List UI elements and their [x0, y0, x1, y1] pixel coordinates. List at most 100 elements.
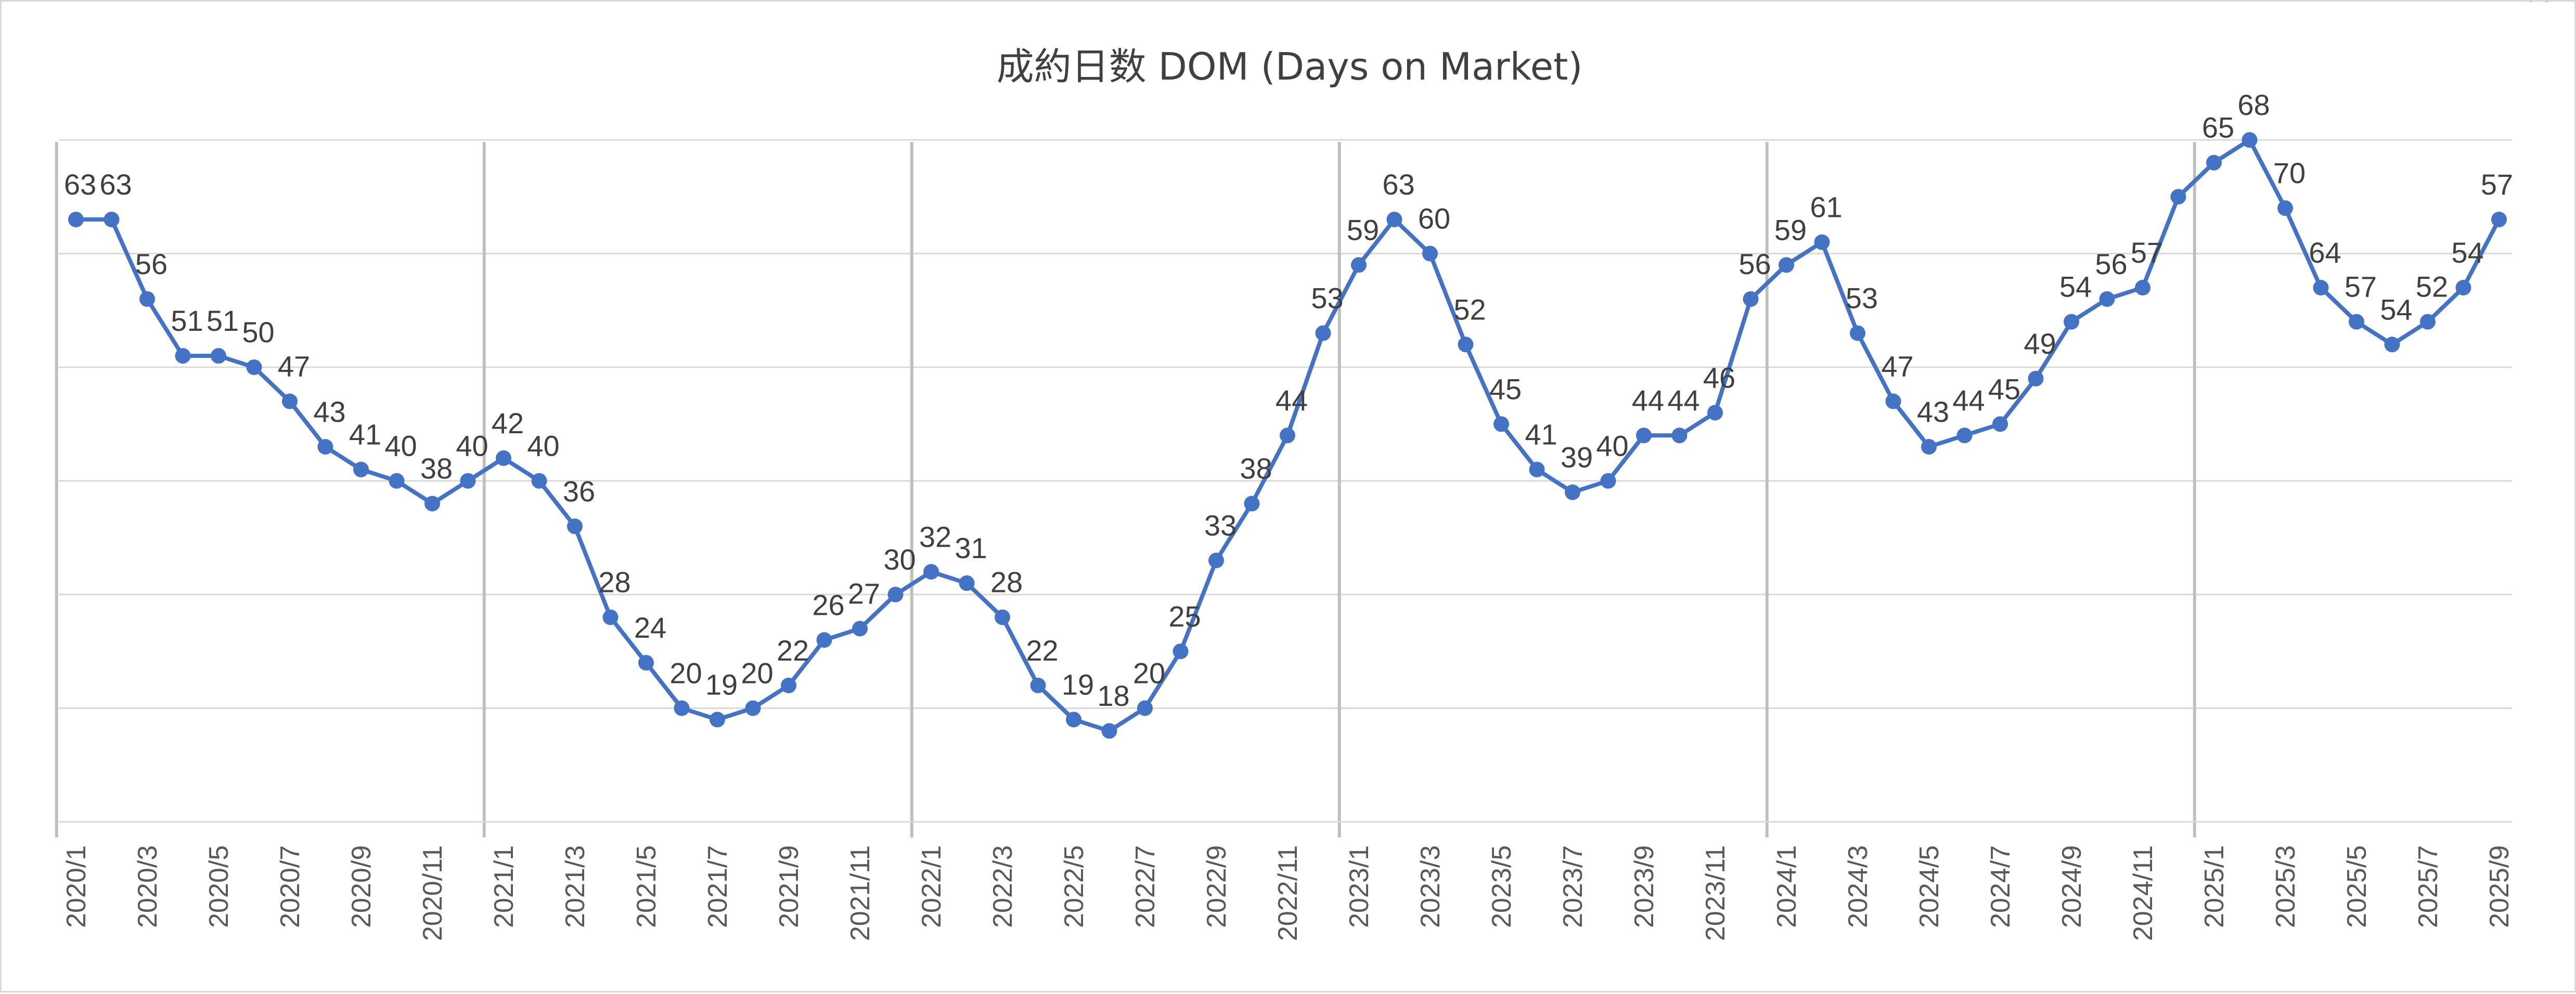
data-point [2491, 211, 2507, 227]
data-point [1137, 700, 1153, 716]
data-point [139, 291, 155, 307]
data-label: 27 [848, 577, 880, 610]
data-label: 63 [64, 168, 96, 201]
x-tick-label: 2022/3 [988, 845, 1018, 928]
data-point [1030, 677, 1046, 693]
data-point [710, 712, 725, 728]
data-point [674, 700, 690, 716]
data-label: 44 [1276, 384, 1308, 417]
data-label: 43 [1917, 395, 1949, 428]
data-point [602, 609, 619, 625]
data-label: 50 [242, 316, 274, 348]
data-label: 53 [1846, 281, 1878, 314]
x-tick-label: 2022/5 [1059, 845, 1089, 928]
data-point [2170, 189, 2186, 205]
x-tick-label: 2025/9 [2484, 845, 2515, 928]
data-label: 59 [1774, 213, 1807, 246]
data-label: 20 [741, 657, 773, 690]
data-label: 47 [1881, 350, 1913, 383]
data-point [1066, 712, 1081, 728]
data-point [1956, 428, 1973, 444]
data-label: 70 [2273, 157, 2305, 189]
x-tick-label: 2023/3 [1415, 845, 1446, 928]
data-point [1315, 325, 1331, 341]
data-label: 40 [527, 430, 559, 462]
data-point [781, 677, 796, 693]
data-label: 41 [1525, 418, 1557, 451]
data-point [2028, 370, 2044, 386]
data-point [2313, 280, 2329, 296]
data-point [1743, 291, 1759, 307]
x-tick-label: 2021/3 [560, 845, 590, 928]
x-tick-label: 2020/1 [61, 845, 92, 928]
data-point [1351, 257, 1367, 273]
data-label: 41 [349, 418, 381, 451]
data-point [175, 348, 191, 364]
data-point [816, 632, 832, 648]
data-point [2384, 337, 2400, 353]
data-label: 52 [2416, 270, 2448, 303]
data-point [852, 621, 868, 637]
data-label: 54 [2380, 293, 2412, 326]
data-point [959, 575, 975, 591]
data-label: 59 [1347, 213, 1379, 246]
x-tick-labels: 2020/1 2020/3 2020/5 2020/7 2020/9 2020/11 202… [61, 845, 2515, 941]
data-point [2099, 291, 2115, 307]
data-label: 22 [777, 634, 809, 667]
data-point [1921, 438, 1937, 455]
x-tick-label: 2024/11 [2128, 845, 2158, 941]
data-point [2242, 132, 2258, 148]
data-point [1208, 552, 1224, 569]
x-tick-label: 2025/1 [2199, 845, 2230, 928]
x-tick-label: 2024/3 [1843, 845, 1873, 928]
data-point [1280, 428, 1295, 444]
data-point [638, 655, 654, 671]
data-point [1244, 496, 1260, 512]
data-label: 42 [492, 407, 524, 440]
data-point [282, 393, 298, 409]
data-point [2420, 314, 2436, 330]
data-label: 45 [1489, 372, 1522, 405]
data-point [1565, 484, 1580, 500]
data-point [2064, 314, 2079, 330]
data-label: 57 [2481, 168, 2513, 201]
data-label: 44 [1952, 384, 1985, 417]
data-label: 28 [598, 566, 630, 599]
data-label: 39 [1561, 441, 1593, 473]
data-label: 26 [812, 588, 844, 621]
x-tick-label: 2022/11 [1273, 845, 1303, 941]
data-point [1173, 643, 1189, 660]
data-point [1458, 337, 1474, 353]
data-label: 44 [1632, 384, 1664, 417]
x-tick-label: 2021/7 [703, 845, 733, 928]
data-label: 43 [313, 395, 345, 428]
data-point [1600, 473, 1616, 489]
data-point [1386, 211, 1402, 227]
data-label: 33 [1204, 509, 1237, 541]
data-point [1992, 416, 2008, 432]
x-tick-label: 2020/5 [204, 845, 234, 928]
data-point [2206, 154, 2222, 171]
data-label: 65 [2202, 111, 2234, 144]
chart-title: 成約日数 DOM (Days on Market) [997, 45, 1583, 88]
data-label: 64 [2309, 236, 2341, 269]
x-tick-label: 2025/7 [2413, 845, 2443, 928]
data-label: 60 [1418, 202, 1450, 235]
data-label: 30 [883, 543, 916, 576]
data-point [995, 609, 1010, 625]
data-label: 19 [1062, 668, 1094, 701]
x-tick-label: 2025/5 [2342, 845, 2372, 928]
data-label: 44 [1667, 384, 1699, 417]
x-tick-label: 2022/9 [1202, 845, 1232, 928]
data-label: 40 [384, 430, 417, 462]
x-tick-label: 2023/11 [1701, 845, 1731, 941]
data-point [2455, 280, 2471, 296]
data-point [1529, 461, 1545, 477]
data-point [923, 564, 939, 580]
data-point [887, 587, 904, 602]
data-point [353, 461, 369, 477]
data-label: 61 [1810, 191, 1842, 224]
data-point [567, 518, 583, 534]
